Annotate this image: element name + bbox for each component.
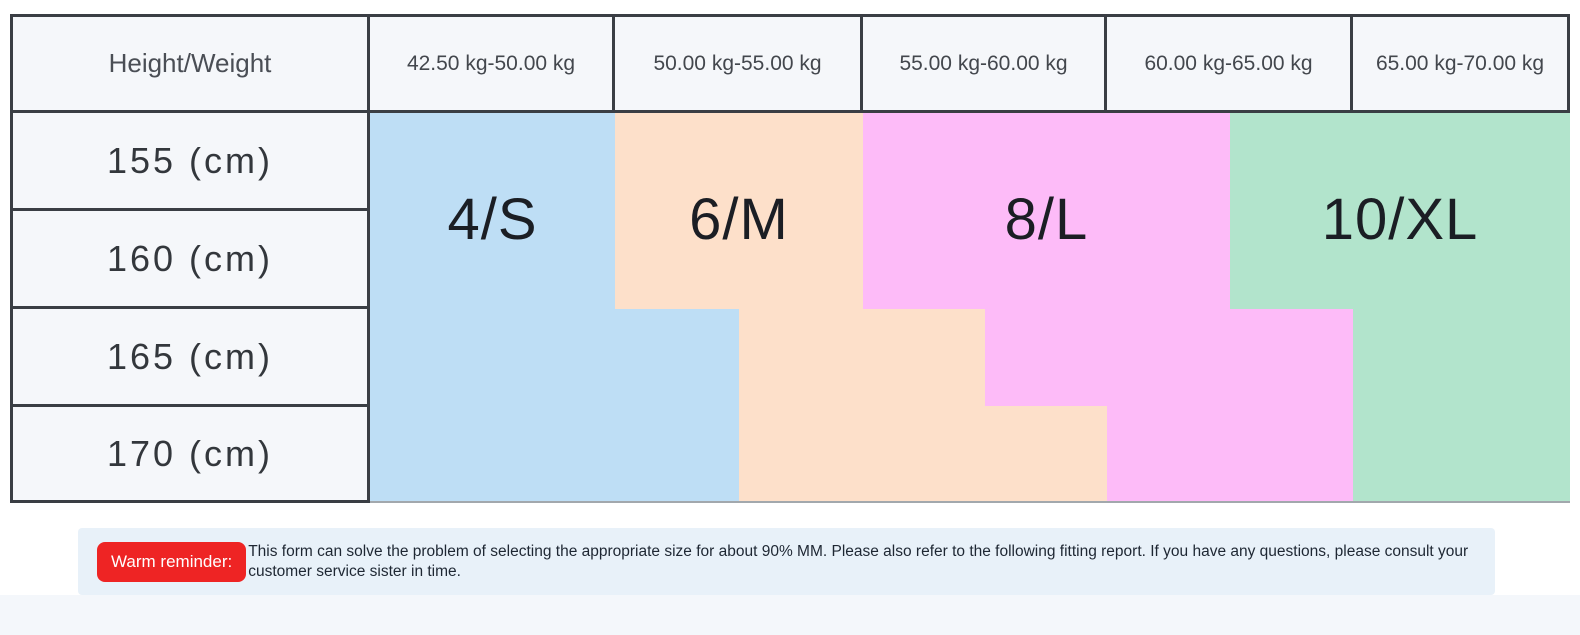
size-region-10xl	[1230, 113, 1570, 309]
size-region-8l	[985, 309, 1353, 406]
size-region-6m	[739, 309, 985, 406]
size-region-4s	[370, 309, 739, 501]
reminder-text: This form can solve the problem of selec…	[248, 542, 1469, 580]
height-row-label: 155 (cm)	[13, 113, 370, 211]
weight-header-cell: 55.00 kg-60.00 kg	[863, 17, 1107, 113]
weight-header-cell: 42.50 kg-50.00 kg	[370, 17, 615, 113]
size-chart-table: Height/Weight 42.50 kg-50.00 kg 50.00 kg…	[10, 14, 1570, 503]
size-region-4s	[370, 113, 615, 309]
table-body: 155 (cm) 160 (cm) 165 (cm) 170 (cm) 4/S …	[13, 113, 1570, 503]
corner-header-cell: Height/Weight	[13, 17, 370, 113]
bottom-strip	[0, 595, 1580, 635]
height-row-label: 165 (cm)	[13, 309, 370, 407]
size-label-8l: 8/L	[1004, 186, 1089, 252]
size-region-8l	[1107, 406, 1353, 501]
size-label-6m: 6/M	[689, 186, 789, 252]
size-region-10xl	[1353, 309, 1570, 501]
height-labels-column: 155 (cm) 160 (cm) 165 (cm) 170 (cm)	[13, 113, 370, 503]
reminder-banner: Warm reminder: This form can solve the p…	[78, 528, 1495, 595]
warm-reminder-badge: Warm reminder:	[97, 541, 247, 582]
table-header-row: Height/Weight 42.50 kg-50.00 kg 50.00 kg…	[13, 17, 1570, 113]
weight-header-cell: 50.00 kg-55.00 kg	[615, 17, 863, 113]
weight-header-cell: 65.00 kg-70.00 kg	[1353, 17, 1570, 113]
size-region-8l	[863, 113, 1230, 309]
size-label-4s: 4/S	[447, 186, 538, 252]
size-regions-canvas: 4/S 6/M 8/L 10/XL	[370, 113, 1570, 503]
weight-header-cell: 60.00 kg-65.00 kg	[1107, 17, 1353, 113]
size-region-6m	[739, 406, 1107, 501]
height-row-label: 170 (cm)	[13, 407, 370, 503]
size-label-10xl: 10/XL	[1321, 186, 1479, 252]
size-region-6m	[615, 113, 863, 309]
height-row-label: 160 (cm)	[13, 211, 370, 309]
